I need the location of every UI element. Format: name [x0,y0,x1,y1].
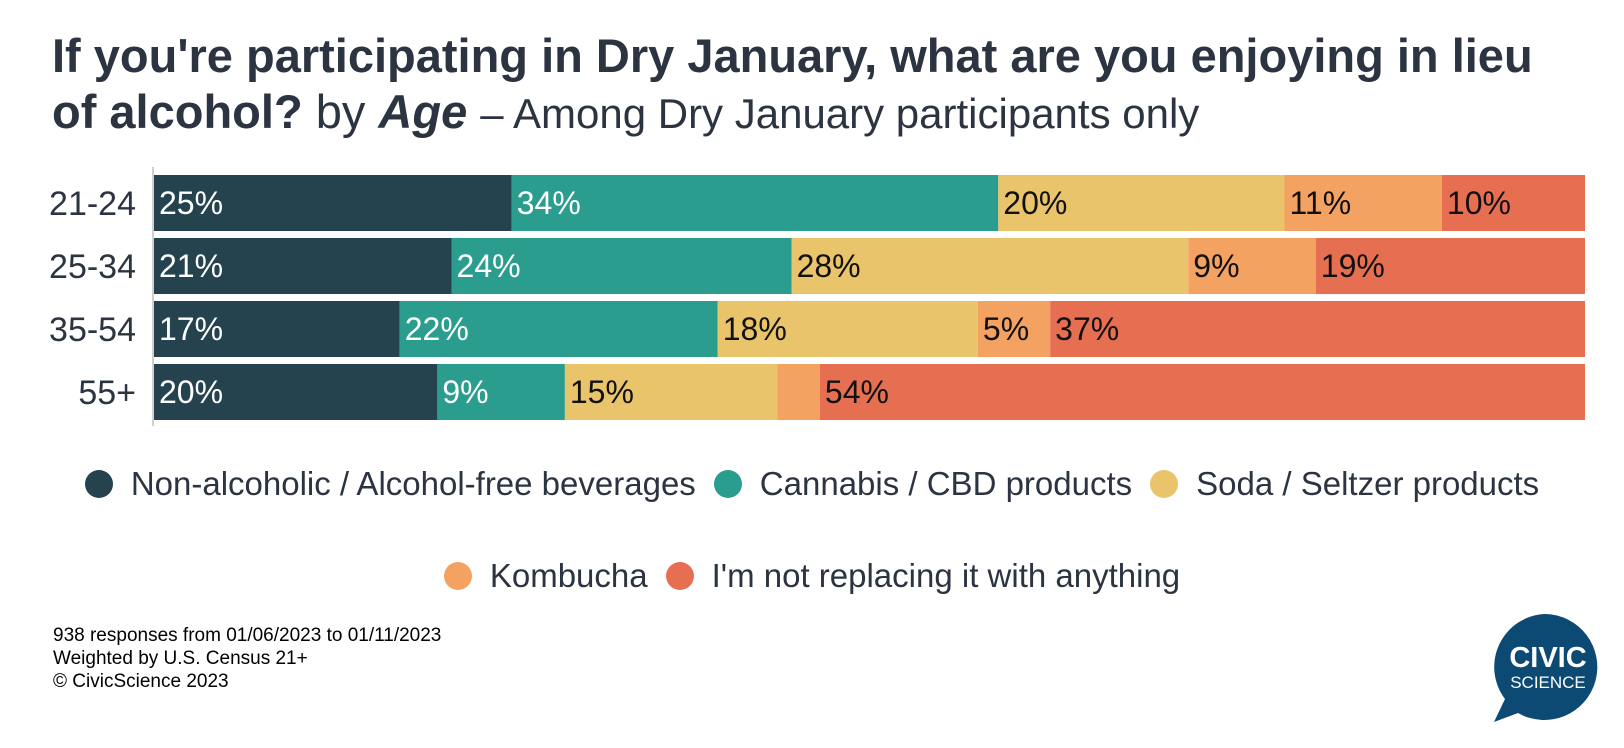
legend-swatch [84,470,113,498]
bar-segment-21-24-0 [154,175,512,231]
legend-label: Non-alcoholic / Alcohol-free beverages [130,465,696,502]
bar-segment-25-34-0 [154,238,452,294]
bar-segment-35-54-4 [1050,301,1585,357]
title-subtitle: – Among Dry January participants only [480,90,1200,137]
data-label-21-24-2: 20% [1003,185,1067,221]
bar-segment-25-34-1 [451,238,792,294]
bar-segment-21-24-2 [998,175,1285,231]
data-label-25-34-1: 24% [457,248,521,284]
row-label-55+: 55+ [78,374,136,412]
row-label-21-24: 21-24 [49,185,136,223]
legend-swatch [713,470,742,498]
data-label-25-34-3: 9% [1193,248,1239,284]
footnote-responses: 938 responses from 01/06/2023 to 01/11/2… [53,625,442,646]
footnotes: 938 responses from 01/06/2023 to 01/11/2… [53,624,441,693]
data-label-25-34-4: 19% [1321,248,1385,284]
bar-segment-25-34-3 [1188,238,1316,294]
bar-segment-55+-0 [154,364,438,420]
legend-item: Non-alcoholic / Alcohol-free beverages [84,462,696,506]
bar-segment-35-54-0 [154,301,400,357]
bar-segment-21-24-4 [1441,175,1585,231]
data-label-35-54-1: 22% [405,311,469,347]
legend-label: Cannabis / CBD products [759,465,1133,502]
data-label-35-54-0: 17% [159,311,223,347]
legend-swatch [1150,470,1179,498]
bar-segment-21-24-1 [511,175,999,231]
stacked-bar-chart: 21-24 25% 34% 20% 11% 10% 25-34 21% 24% 28% 9% 19% 3… [49,167,1585,426]
legend-item: Soda / Seltzer products [1150,462,1539,506]
bar-segment-25-34-4 [1315,238,1585,294]
bar-segment-35-54-3 [977,301,1051,357]
title-question: If you're participating in Dry January, … [52,29,1533,138]
legend-swatch [665,562,694,590]
data-label-55+-0: 20% [159,374,223,410]
legend-item: Kombucha [443,554,648,598]
logo-speech-bubble [1494,614,1598,722]
data-label-21-24-4: 10% [1447,185,1511,221]
legend-item: I'm not replacing it with anything [665,554,1181,598]
legend-label: Kombucha [489,557,648,594]
bar-segment-55+-2 [564,364,778,420]
chart-legend: Non-alcoholic / Alcohol-free beverages Ca… [0,462,1624,598]
bar-segment-21-24-3 [1284,175,1442,231]
bar-segment-55+-3 [777,364,820,420]
footnote-copyright: © CivicScience 2023 [53,671,229,692]
logo-science: SCIENCE [1510,673,1586,692]
data-label-25-34-0: 21% [159,248,223,284]
data-label-25-34-2: 28% [797,248,861,284]
chart-title: If you're participating in Dry January, … [52,28,1572,142]
data-label-21-24-1: 34% [517,185,581,221]
bar-segment-35-54-2 [717,301,978,357]
legend-label: Soda / Seltzer products [1196,465,1540,502]
data-label-55+-2: 15% [570,374,634,410]
legend-item: Cannabis / CBD products [713,462,1133,506]
data-label-21-24-0: 25% [159,185,223,221]
data-label-55+-1: 9% [442,374,488,410]
bar-segment-25-34-2 [791,238,1189,294]
data-label-21-24-3: 11% [1289,185,1351,221]
title-by: by [315,85,366,138]
bar-segment-55+-1 [437,364,565,420]
data-label-35-54-3: 5% [983,311,1029,347]
data-label-35-54-2: 18% [723,311,787,347]
data-label-55+-4: 54% [825,374,889,410]
footnote-weighting: Weighted by U.S. Census 21+ [53,648,308,669]
data-label-35-54-4: 37% [1055,311,1119,347]
legend-label: I'm not replacing it with anything [711,557,1181,594]
logo-civic: CIVIC [1509,642,1586,674]
legend-swatch [443,562,472,590]
row-label-35-54: 35-54 [49,311,136,349]
title-dimension: Age [378,85,468,138]
bar-segment-55+-4 [819,364,1585,420]
row-label-25-34: 25-34 [49,248,136,286]
civicscience-logo: CIVIC SCIENCE [1494,614,1598,722]
bar-segment-35-54-1 [399,301,718,357]
